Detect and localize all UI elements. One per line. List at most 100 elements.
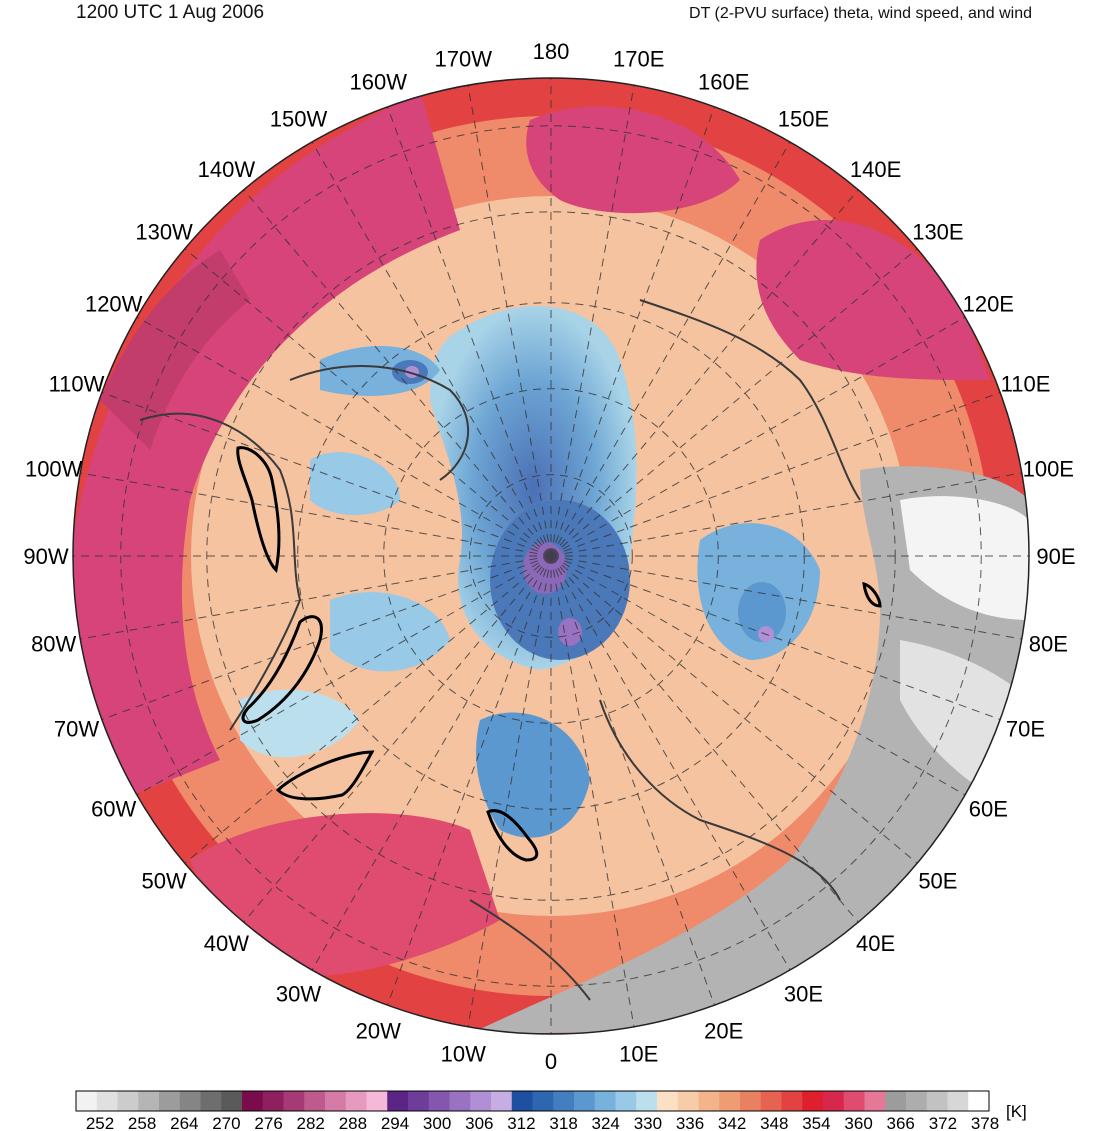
colorbar-tick-label: 270 (212, 1114, 240, 1131)
longitude-label: 170E (613, 47, 664, 72)
meridian-line (101, 392, 552, 557)
graticule-lines (73, 78, 1029, 1034)
longitude-label: 10W (441, 1041, 486, 1066)
valid-time-label: 1200 UTC 1 Aug 2006 (76, 2, 265, 23)
colorbar-swatch (408, 1091, 430, 1111)
colorbar-swatch (947, 1091, 969, 1111)
meridian-line (101, 555, 552, 720)
meridian-line (184, 555, 552, 864)
colorbar-tick-label: 336 (676, 1114, 704, 1131)
latitude-circle (120, 125, 982, 987)
colorbar-tick-label: 378 (971, 1114, 999, 1131)
colorbar-swatch (615, 1091, 637, 1111)
longitude-label: 60E (969, 797, 1008, 822)
map-boundary (72, 77, 1030, 1035)
longitude-label: 40E (856, 931, 895, 956)
colorbar-tick-label: 294 (381, 1114, 409, 1131)
longitude-label: 50E (918, 869, 957, 894)
colorbar-swatch (200, 1091, 222, 1111)
product-title: DT (2-PVU surface) theta, wind speed, an… (689, 5, 1032, 22)
meridian-line (550, 392, 1001, 557)
meridian-line (136, 316, 552, 557)
colorbar-tick-label: 348 (760, 1114, 788, 1131)
colorbar-swatch (221, 1091, 243, 1111)
colorbar-swatch (262, 1091, 284, 1111)
colorbar-tick-label: 324 (592, 1114, 620, 1131)
colorbar-swatch (179, 1091, 201, 1111)
colorbar-tick-label: 318 (549, 1114, 577, 1131)
meridian-line (243, 189, 552, 557)
meridian-line (136, 555, 552, 796)
colorbar-swatch (283, 1091, 305, 1111)
meridian-line (550, 555, 635, 1027)
meridian-line (550, 472, 1022, 557)
meridian-line (550, 189, 859, 557)
colorbar-swatch (242, 1091, 264, 1111)
coastlines (139, 299, 861, 1001)
colorbar-tick-label: 372 (929, 1114, 957, 1131)
longitude-label: 130E (912, 219, 963, 244)
meridian-line (550, 85, 635, 557)
colorbar-frame (75, 1090, 990, 1112)
colorbar-swatch (677, 1091, 699, 1111)
colorbar-swatch (906, 1091, 928, 1111)
longitude-label: 30W (276, 981, 321, 1006)
colorbar-swatch (511, 1091, 533, 1111)
longitude-label: 160W (350, 70, 408, 95)
latitude-circle (469, 474, 633, 638)
meridian-line (550, 555, 1022, 640)
colorbar-swatch (594, 1091, 616, 1111)
colorbar-swatch (926, 1091, 948, 1111)
meridian-line (467, 85, 552, 557)
meridian-line (550, 555, 791, 971)
longitude-label: 80E (1029, 632, 1068, 657)
colorbar-swatch (843, 1091, 865, 1111)
longitude-label: 130W (135, 219, 193, 244)
meridian-line (387, 555, 552, 1006)
colorbar-swatch (760, 1091, 782, 1111)
longitude-label: 70E (1006, 717, 1045, 742)
jet-speed-contours (236, 446, 882, 862)
latitude-circle (206, 211, 896, 901)
colorbar-swatch (76, 1091, 98, 1111)
longitude-label: 120W (85, 292, 143, 317)
colorbar-tick-label: 366 (887, 1114, 915, 1131)
longitude-label: 100E (1023, 456, 1074, 481)
longitude-label: 60W (91, 797, 136, 822)
longitude-label: 80W (31, 632, 76, 657)
meridian-line (80, 555, 552, 640)
meridian-line (550, 316, 966, 557)
latitude-circle (383, 388, 719, 724)
meridian-line (243, 555, 552, 923)
colorbar-tick-label: 258 (128, 1114, 156, 1131)
colorbar-swatch (781, 1091, 803, 1111)
theta-colorbar: 252 258 264 270 276 282 288 294 300 306 312 318 324 3… (75, 1090, 999, 1131)
colorbar-unit-label: [K] (1006, 1102, 1027, 1121)
colorbar-swatch (366, 1091, 388, 1111)
colorbar-swatch (159, 1091, 181, 1111)
longitude-label: 70W (54, 717, 99, 742)
colorbar-swatch (740, 1091, 762, 1111)
colorbar-swatch (719, 1091, 741, 1111)
colorbar-swatch (96, 1091, 118, 1111)
colorbar-tick-label: 306 (465, 1114, 493, 1131)
meridian-line (80, 472, 552, 557)
colorbar-swatch (574, 1091, 596, 1111)
colorbar-swatch (885, 1091, 907, 1111)
colorbar-tick-label: 360 (844, 1114, 872, 1131)
longitude-label: 150E (778, 107, 829, 132)
meridian-line (184, 248, 552, 557)
longitude-label: 20W (356, 1019, 401, 1044)
colorbar-swatch (304, 1091, 326, 1111)
longitude-label: 140W (198, 157, 256, 182)
colorbar-swatch (345, 1091, 367, 1111)
meridian-line (550, 248, 918, 557)
colorbar-swatch (449, 1091, 471, 1111)
meridian-line (550, 555, 859, 923)
longitude-label: 90E (1036, 544, 1075, 569)
longitude-label: 50W (141, 869, 186, 894)
meridian-line (550, 106, 715, 557)
colorbar-swatch (470, 1091, 492, 1111)
colorbar-tick-label: 312 (507, 1114, 535, 1131)
